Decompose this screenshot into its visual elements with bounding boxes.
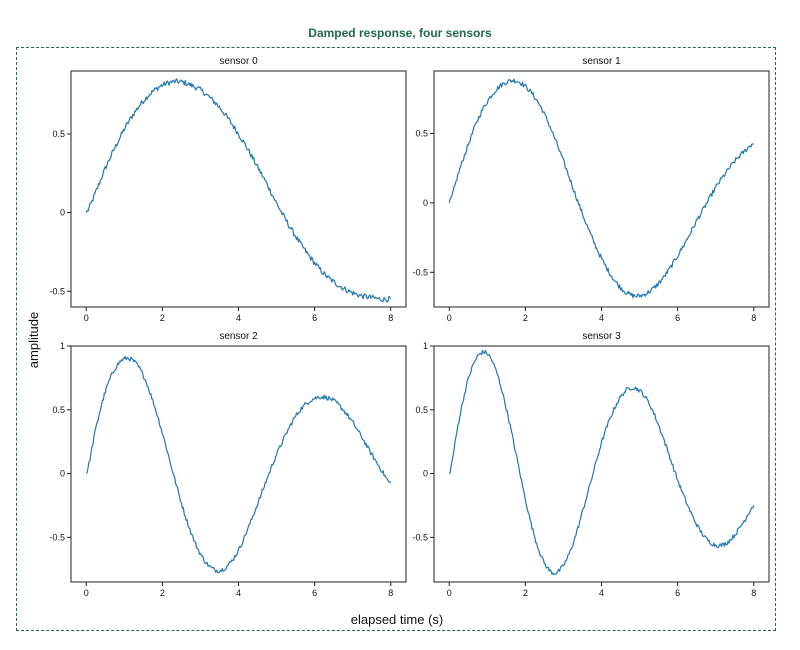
- x-tick-label: 4: [599, 313, 604, 323]
- x-tick-label: 8: [388, 588, 393, 598]
- figure-frame: [16, 47, 776, 631]
- axes-frame-1: [433, 70, 770, 308]
- x-tick-label: 0: [84, 313, 89, 323]
- y-tick-label: 1: [60, 341, 65, 351]
- y-tick-label: 0: [423, 469, 428, 479]
- x-tick-label: 6: [312, 313, 317, 323]
- subplot-title-3: sensor 3: [582, 331, 621, 342]
- x-tick-label: 0: [447, 588, 452, 598]
- figure-title: Damped response, four sensors: [308, 26, 492, 40]
- axes-frame-0: [70, 70, 407, 308]
- x-tick-label: 8: [751, 588, 756, 598]
- y-tick-label: -0.5: [49, 532, 65, 542]
- y-tick-label: -0.5: [49, 286, 65, 296]
- y-tick-label: 0.5: [52, 129, 65, 139]
- series-line-1: [448, 78, 754, 299]
- subplot-title-0: sensor 0: [219, 56, 258, 67]
- x-tick-label: 2: [523, 313, 528, 323]
- series-line-3: [448, 349, 755, 575]
- x-tick-label: 0: [84, 588, 89, 598]
- series-line-0: [85, 78, 392, 303]
- y-tick-label: 0: [60, 469, 65, 479]
- x-tick-label: 6: [312, 588, 317, 598]
- y-tick-label: 0: [60, 208, 65, 218]
- x-tick-label: 2: [160, 313, 165, 323]
- x-tick-label: 4: [599, 588, 604, 598]
- y-tick-label: -0.5: [412, 267, 428, 277]
- x-tick-label: 8: [751, 313, 756, 323]
- y-tick-label: 0.5: [415, 128, 428, 138]
- x-axis-label: elapsed time (s): [351, 612, 443, 627]
- x-tick-label: 8: [388, 313, 393, 323]
- x-tick-label: 4: [236, 313, 241, 323]
- series-line-2: [85, 355, 392, 574]
- x-tick-label: 4: [236, 588, 241, 598]
- x-tick-label: 6: [675, 313, 680, 323]
- subplot-title-1: sensor 1: [582, 56, 621, 67]
- y-axis-label: amplitude: [26, 312, 41, 368]
- y-tick-label: -0.5: [412, 532, 428, 542]
- y-tick-label: 0.5: [52, 405, 65, 415]
- y-tick-label: 0: [423, 198, 428, 208]
- x-tick-label: 2: [523, 588, 528, 598]
- subplot-title-2: sensor 2: [219, 331, 258, 342]
- x-tick-label: 2: [160, 588, 165, 598]
- axes-frame-3: [433, 345, 770, 583]
- x-tick-label: 0: [447, 313, 452, 323]
- y-tick-label: 0.5: [415, 405, 428, 415]
- axes-frame-2: [70, 345, 407, 583]
- y-tick-label: 1: [423, 341, 428, 351]
- x-tick-label: 6: [675, 588, 680, 598]
